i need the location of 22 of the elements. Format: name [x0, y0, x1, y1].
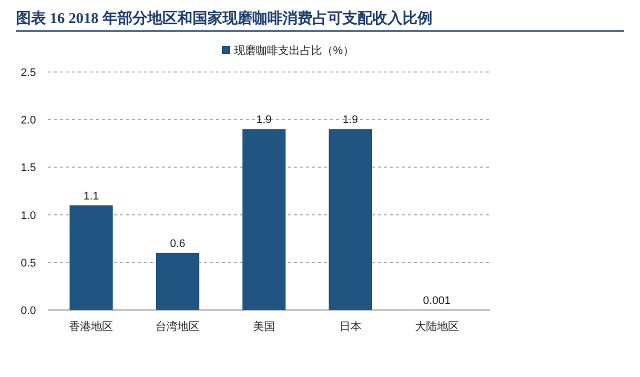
data-label: 1.9: [342, 114, 358, 126]
y-tick-label: 0.5: [20, 257, 36, 270]
data-label: 0.6: [170, 238, 186, 250]
bar: [70, 205, 113, 310]
x-tick-label: 日本: [339, 320, 362, 333]
y-tick-label: 1.0: [20, 210, 36, 222]
bar: [328, 129, 372, 310]
x-tick-label: 台湾地区: [156, 320, 200, 333]
bar: [242, 129, 286, 310]
data-label: 0.001: [423, 294, 451, 307]
y-tick-label: 2.0: [20, 114, 36, 127]
bar: [156, 252, 200, 310]
data-label: 1.1: [84, 190, 99, 202]
legend-label: 现磨咖啡支出占比（%）: [234, 44, 354, 57]
data-label: 1.9: [256, 114, 272, 126]
y-tick-label: 2.5: [20, 67, 36, 79]
y-tick-label: 1.5: [20, 162, 36, 174]
y-tick-label: 0.0: [20, 305, 36, 317]
x-tick-label: 美国: [253, 320, 275, 333]
x-tick-label: 大陆地区: [414, 320, 459, 333]
chart-title: 图表 16 2018 年部分地区和国家现磨咖啡消费占可支配收入比例: [16, 9, 432, 27]
x-tick-label: 香港地区: [69, 320, 114, 333]
